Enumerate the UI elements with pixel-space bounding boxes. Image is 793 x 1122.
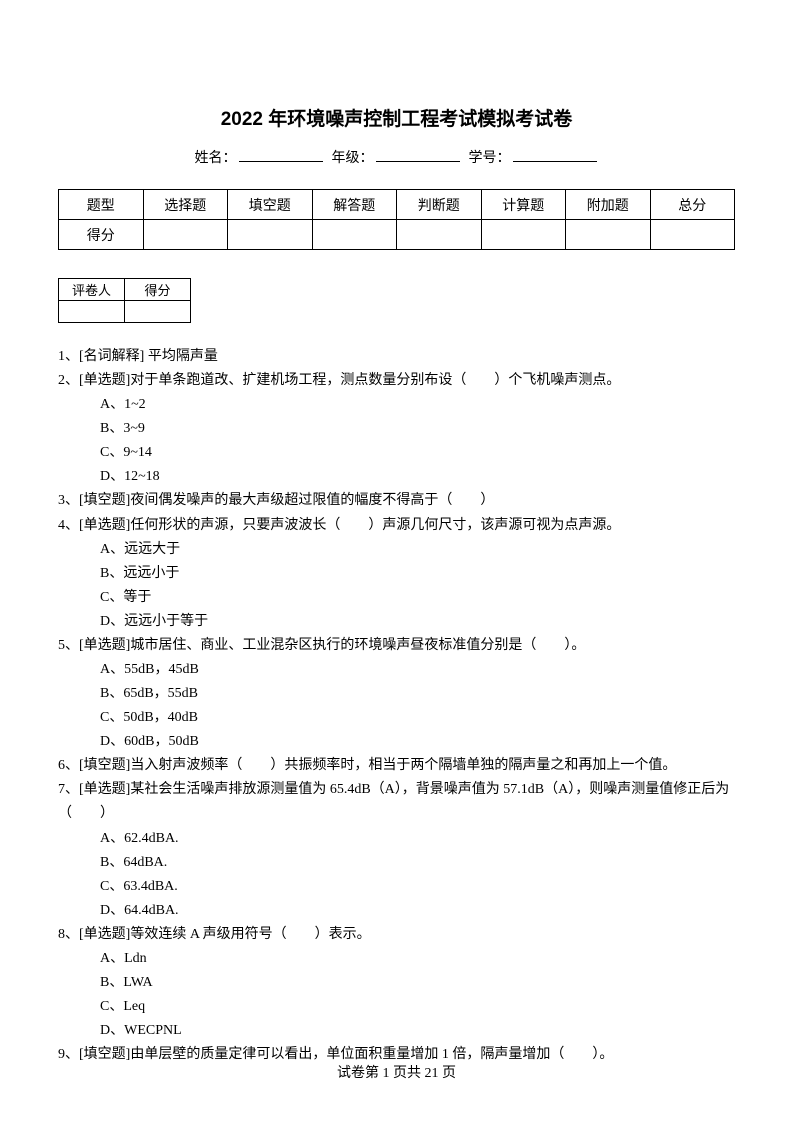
header-type: 题型	[59, 190, 144, 220]
q8-option-d: D、WECPNL	[58, 1019, 735, 1043]
header-fill: 填空题	[228, 190, 313, 220]
page-footer: 试卷第 1 页共 21 页	[0, 1062, 793, 1082]
question-4: 4、[单选题]任何形状的声源，只要声波波长（ ）声源几何尺寸，该声源可视为点声源…	[58, 514, 735, 538]
header-answer: 解答题	[312, 190, 397, 220]
name-label: 姓名：	[195, 151, 237, 166]
questions-section: 1、[名词解释] 平均隔声量 2、[单选题]对于单条跑道改、扩建机场工程，测点数…	[58, 345, 735, 1067]
grade-label: 年级：	[332, 151, 374, 166]
student-info-line: 姓名： 年级： 学号：	[58, 147, 735, 167]
question-1: 1、[名词解释] 平均隔声量	[58, 345, 735, 369]
q4-option-b: B、远远小于	[58, 562, 735, 586]
reviewer-table: 评卷人 得分	[58, 278, 191, 323]
q8-option-a: A、Ldn	[58, 947, 735, 971]
reviewer-cell[interactable]	[59, 301, 125, 323]
question-8: 8、[单选题]等效连续 A 声级用符号（ ）表示。	[58, 923, 735, 947]
score-cell[interactable]	[650, 220, 735, 250]
score-cell[interactable]	[228, 220, 313, 250]
exam-title: 2022 年环境噪声控制工程考试模拟考试卷	[58, 104, 735, 131]
name-blank[interactable]	[239, 148, 323, 162]
score-cell[interactable]	[566, 220, 651, 250]
id-blank[interactable]	[513, 148, 597, 162]
q2-option-b: B、3~9	[58, 417, 735, 441]
row-label: 得分	[59, 220, 144, 250]
score-table-value-row: 得分	[59, 220, 735, 250]
q7-option-c: C、63.4dBA.	[58, 875, 735, 899]
question-3: 3、[填空题]夜间偶发噪声的最大声级超过限值的幅度不得高于（ ）	[58, 489, 735, 513]
header-calc: 计算题	[481, 190, 566, 220]
q7-option-a: A、62.4dBA.	[58, 827, 735, 851]
q8-option-c: C、Leq	[58, 995, 735, 1019]
id-label: 学号：	[469, 151, 511, 166]
header-total: 总分	[650, 190, 735, 220]
q2-option-d: D、12~18	[58, 465, 735, 489]
score-cell[interactable]	[397, 220, 482, 250]
score-table: 题型 选择题 填空题 解答题 判断题 计算题 附加题 总分 得分	[58, 189, 735, 250]
question-7: 7、[单选题]某社会生活噪声排放源测量值为 65.4dB（A），背景噪声值为 5…	[58, 778, 735, 826]
q5-option-d: D、60dB，50dB	[58, 730, 735, 754]
header-judge: 判断题	[397, 190, 482, 220]
q4-option-c: C、等于	[58, 586, 735, 610]
q8-option-b: B、LWA	[58, 971, 735, 995]
q2-option-c: C、9~14	[58, 441, 735, 465]
score-cell[interactable]	[143, 220, 228, 250]
reviewer-score-cell[interactable]	[125, 301, 191, 323]
header-choice: 选择题	[143, 190, 228, 220]
score-cell[interactable]	[481, 220, 566, 250]
q4-option-a: A、远远大于	[58, 538, 735, 562]
question-6: 6、[填空题]当入射声波频率（ ）共振频率时，相当于两个隔墙单独的隔声量之和再加…	[58, 754, 735, 778]
header-extra: 附加题	[566, 190, 651, 220]
q2-option-a: A、1~2	[58, 393, 735, 417]
q5-option-c: C、50dB，40dB	[58, 706, 735, 730]
reviewer-score-label: 得分	[125, 279, 191, 301]
q7-option-b: B、64dBA.	[58, 851, 735, 875]
q5-option-a: A、55dB，45dB	[58, 658, 735, 682]
grade-blank[interactable]	[376, 148, 460, 162]
question-2: 2、[单选题]对于单条跑道改、扩建机场工程，测点数量分别布设（ ）个飞机噪声测点…	[58, 369, 735, 393]
q4-option-d: D、远远小于等于	[58, 610, 735, 634]
question-5: 5、[单选题]城市居住、商业、工业混杂区执行的环境噪声昼夜标准值分别是（ ）。	[58, 634, 735, 658]
q5-option-b: B、65dB，55dB	[58, 682, 735, 706]
reviewer-label: 评卷人	[59, 279, 125, 301]
score-cell[interactable]	[312, 220, 397, 250]
score-table-header-row: 题型 选择题 填空题 解答题 判断题 计算题 附加题 总分	[59, 190, 735, 220]
q7-option-d: D、64.4dBA.	[58, 899, 735, 923]
